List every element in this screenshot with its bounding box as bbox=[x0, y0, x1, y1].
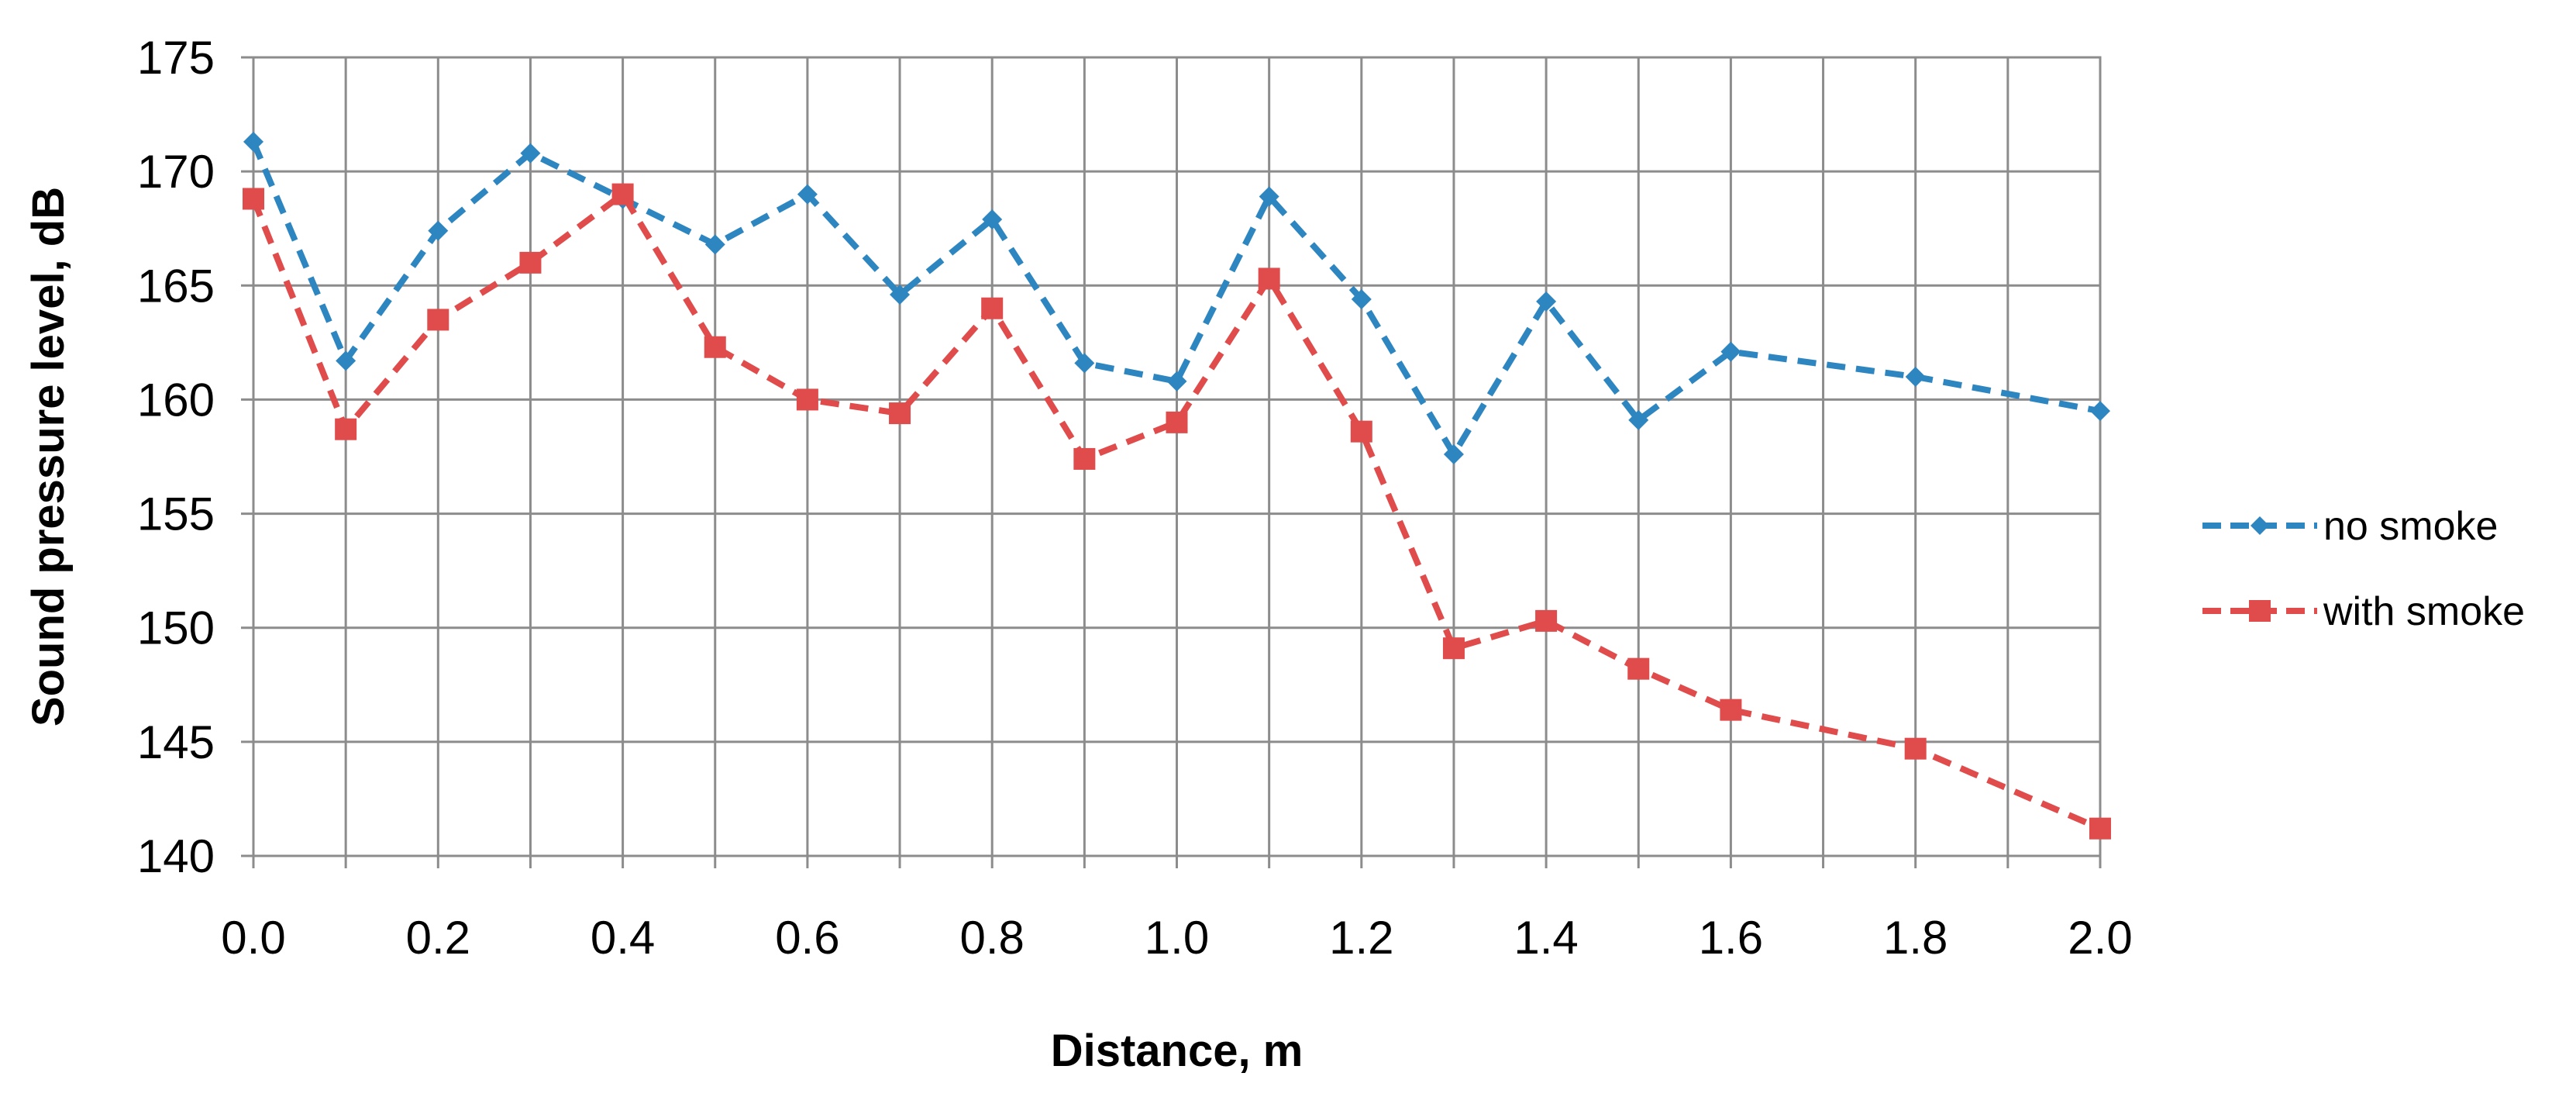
data-point bbox=[428, 220, 449, 241]
data-point bbox=[1628, 409, 1649, 430]
x-axis-title: Distance, m bbox=[1051, 1026, 1303, 1076]
data-point bbox=[1442, 637, 1465, 660]
data-point bbox=[335, 418, 357, 440]
series-with-smoke bbox=[243, 183, 2111, 840]
y-tick-label: 175 bbox=[137, 32, 215, 84]
legend-marker bbox=[2249, 600, 2271, 622]
x-tick-label: 0.0 bbox=[221, 912, 285, 964]
x-tick-label: 1.4 bbox=[1514, 912, 1578, 964]
legend: no smoke with smoke bbox=[2202, 504, 2525, 634]
y-tick-label: 150 bbox=[137, 602, 215, 654]
y-tick-label: 170 bbox=[137, 146, 215, 198]
x-tick-label: 0.6 bbox=[775, 912, 839, 964]
data-point bbox=[1166, 371, 1187, 392]
data-point bbox=[1905, 367, 1926, 387]
x-tick-label: 1.0 bbox=[1145, 912, 1209, 964]
data-point bbox=[1166, 411, 1188, 433]
y-axis-title: Sound pressure level, dB bbox=[23, 187, 74, 726]
data-point bbox=[1259, 186, 1279, 207]
y-tick-labels: 140 145 150 155 160 165 170 175 bbox=[137, 32, 215, 882]
y-tick-label: 165 bbox=[137, 260, 215, 312]
data-point bbox=[1536, 291, 1557, 312]
data-point bbox=[796, 388, 818, 411]
legend-label: with smoke bbox=[2323, 589, 2525, 634]
data-point bbox=[2089, 817, 2111, 840]
y-tick-label: 140 bbox=[137, 830, 215, 882]
data-point bbox=[890, 285, 911, 305]
x-tick-label: 1.6 bbox=[1699, 912, 1763, 964]
x-tick-label: 0.4 bbox=[591, 912, 655, 964]
data-point bbox=[797, 184, 818, 205]
data-point bbox=[611, 183, 634, 205]
data-point bbox=[1443, 444, 1464, 465]
data-point bbox=[519, 251, 542, 274]
x-tick-label: 0.2 bbox=[406, 912, 470, 964]
data-point bbox=[982, 209, 1003, 229]
data-point bbox=[981, 297, 1004, 319]
data-point bbox=[1904, 737, 1927, 760]
data-point bbox=[889, 402, 911, 425]
data-point bbox=[704, 336, 726, 358]
data-point bbox=[243, 188, 264, 210]
series-no-smoke bbox=[243, 131, 2110, 465]
data-point bbox=[2090, 401, 2110, 422]
x-tick-label: 1.2 bbox=[1329, 912, 1393, 964]
data-point bbox=[1627, 657, 1650, 680]
x-tick-label: 1.8 bbox=[1883, 912, 1947, 964]
data-point bbox=[1258, 267, 1280, 290]
data-point bbox=[1073, 447, 1096, 470]
data-point bbox=[1720, 699, 1742, 721]
data-point bbox=[520, 143, 541, 164]
legend-item: no smoke bbox=[2202, 504, 2498, 549]
data-point bbox=[427, 309, 449, 331]
legend-marker bbox=[2251, 516, 2269, 535]
series-layer bbox=[243, 131, 2111, 840]
legend-label: no smoke bbox=[2323, 504, 2498, 549]
x-tick-labels: 0.0 0.2 0.4 0.6 0.8 1.0 1.2 1.4 1.6 1.8 2.0 bbox=[221, 912, 2132, 964]
y-tick-label: 145 bbox=[137, 716, 215, 768]
y-tick-label: 160 bbox=[137, 374, 215, 426]
data-point bbox=[1720, 341, 1741, 362]
data-point bbox=[1074, 353, 1095, 374]
y-tick-label: 155 bbox=[137, 488, 215, 540]
data-point bbox=[1535, 609, 1558, 632]
data-point bbox=[336, 350, 356, 371]
x-tick-label: 0.8 bbox=[959, 912, 1024, 964]
legend-item: with smoke bbox=[2202, 589, 2525, 634]
data-point bbox=[1351, 288, 1372, 309]
data-point bbox=[243, 131, 263, 152]
x-tick-label: 2.0 bbox=[2068, 912, 2132, 964]
data-point bbox=[704, 234, 725, 255]
data-point bbox=[1350, 420, 1372, 443]
